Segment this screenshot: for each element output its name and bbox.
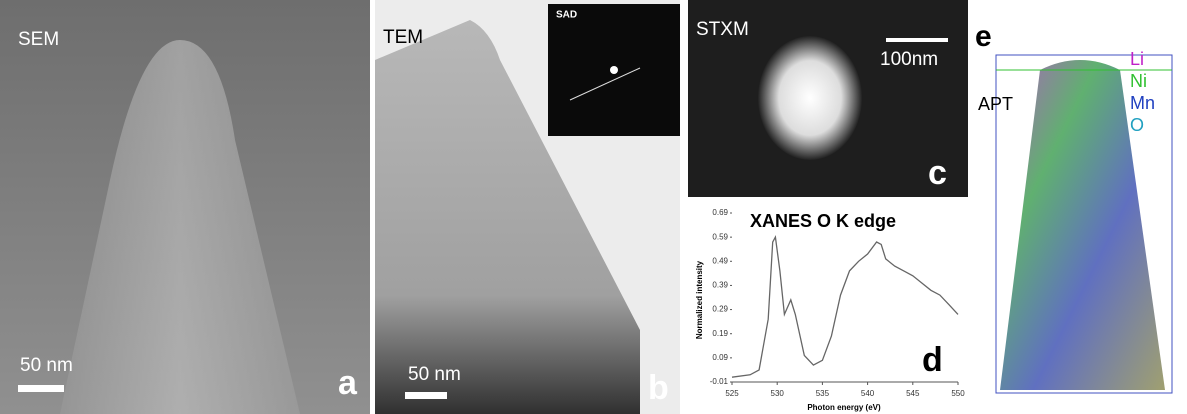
legend-entry: O: [1130, 115, 1144, 135]
panel-letter: c: [928, 154, 947, 192]
figure: SEM 50 nm a SAD TEM 50 nm b STXM 100nm c…: [0, 0, 1187, 414]
panel-label: SEM: [18, 29, 59, 50]
y-tick-label: 0.09: [712, 353, 728, 362]
panel-label: TEM: [383, 27, 423, 48]
x-axis-label: Photon energy (eV): [807, 403, 881, 412]
y-tick-label: 0.69: [712, 208, 728, 217]
x-tick-label: 550: [951, 389, 965, 398]
legend-entry: Mn: [1130, 93, 1155, 113]
x-tick-label: 530: [771, 389, 785, 398]
scale-label: 50 nm: [408, 364, 461, 385]
scale-label: 50 nm: [20, 355, 73, 376]
y-tick-label: 0.29: [712, 305, 728, 314]
x-tick-label: 545: [906, 389, 920, 398]
scale-bar: [886, 38, 948, 42]
y-tick-label: 0.49: [712, 256, 728, 265]
panel-letter: b: [648, 369, 669, 407]
scale-label: 100nm: [880, 49, 938, 70]
panel-letter: e: [975, 20, 992, 53]
panel-letter: d: [922, 341, 943, 379]
panel-label: STXM: [696, 19, 749, 40]
y-tick-label: 0.59: [712, 232, 728, 241]
y-tick-label: -0.01: [710, 377, 729, 386]
stxm-particle: [758, 36, 862, 160]
chart-title: XANES O K edge: [750, 211, 896, 231]
sad-spot: [610, 66, 618, 74]
x-tick-label: 535: [816, 389, 830, 398]
y-tick-label: 0.39: [712, 281, 728, 290]
legend-entry: Ni: [1130, 71, 1147, 91]
inset-label: SAD: [556, 10, 577, 21]
scale-bar: [405, 392, 447, 399]
y-tick-label: 0.19: [712, 329, 728, 338]
scale-bar: [18, 385, 64, 392]
x-tick-label: 540: [861, 389, 875, 398]
panel-letter: a: [338, 364, 358, 402]
panel-label: APT: [978, 94, 1013, 114]
legend-entry: Li: [1130, 49, 1144, 69]
y-axis-label: Normalized intensity: [695, 260, 704, 339]
x-tick-label: 525: [725, 389, 739, 398]
